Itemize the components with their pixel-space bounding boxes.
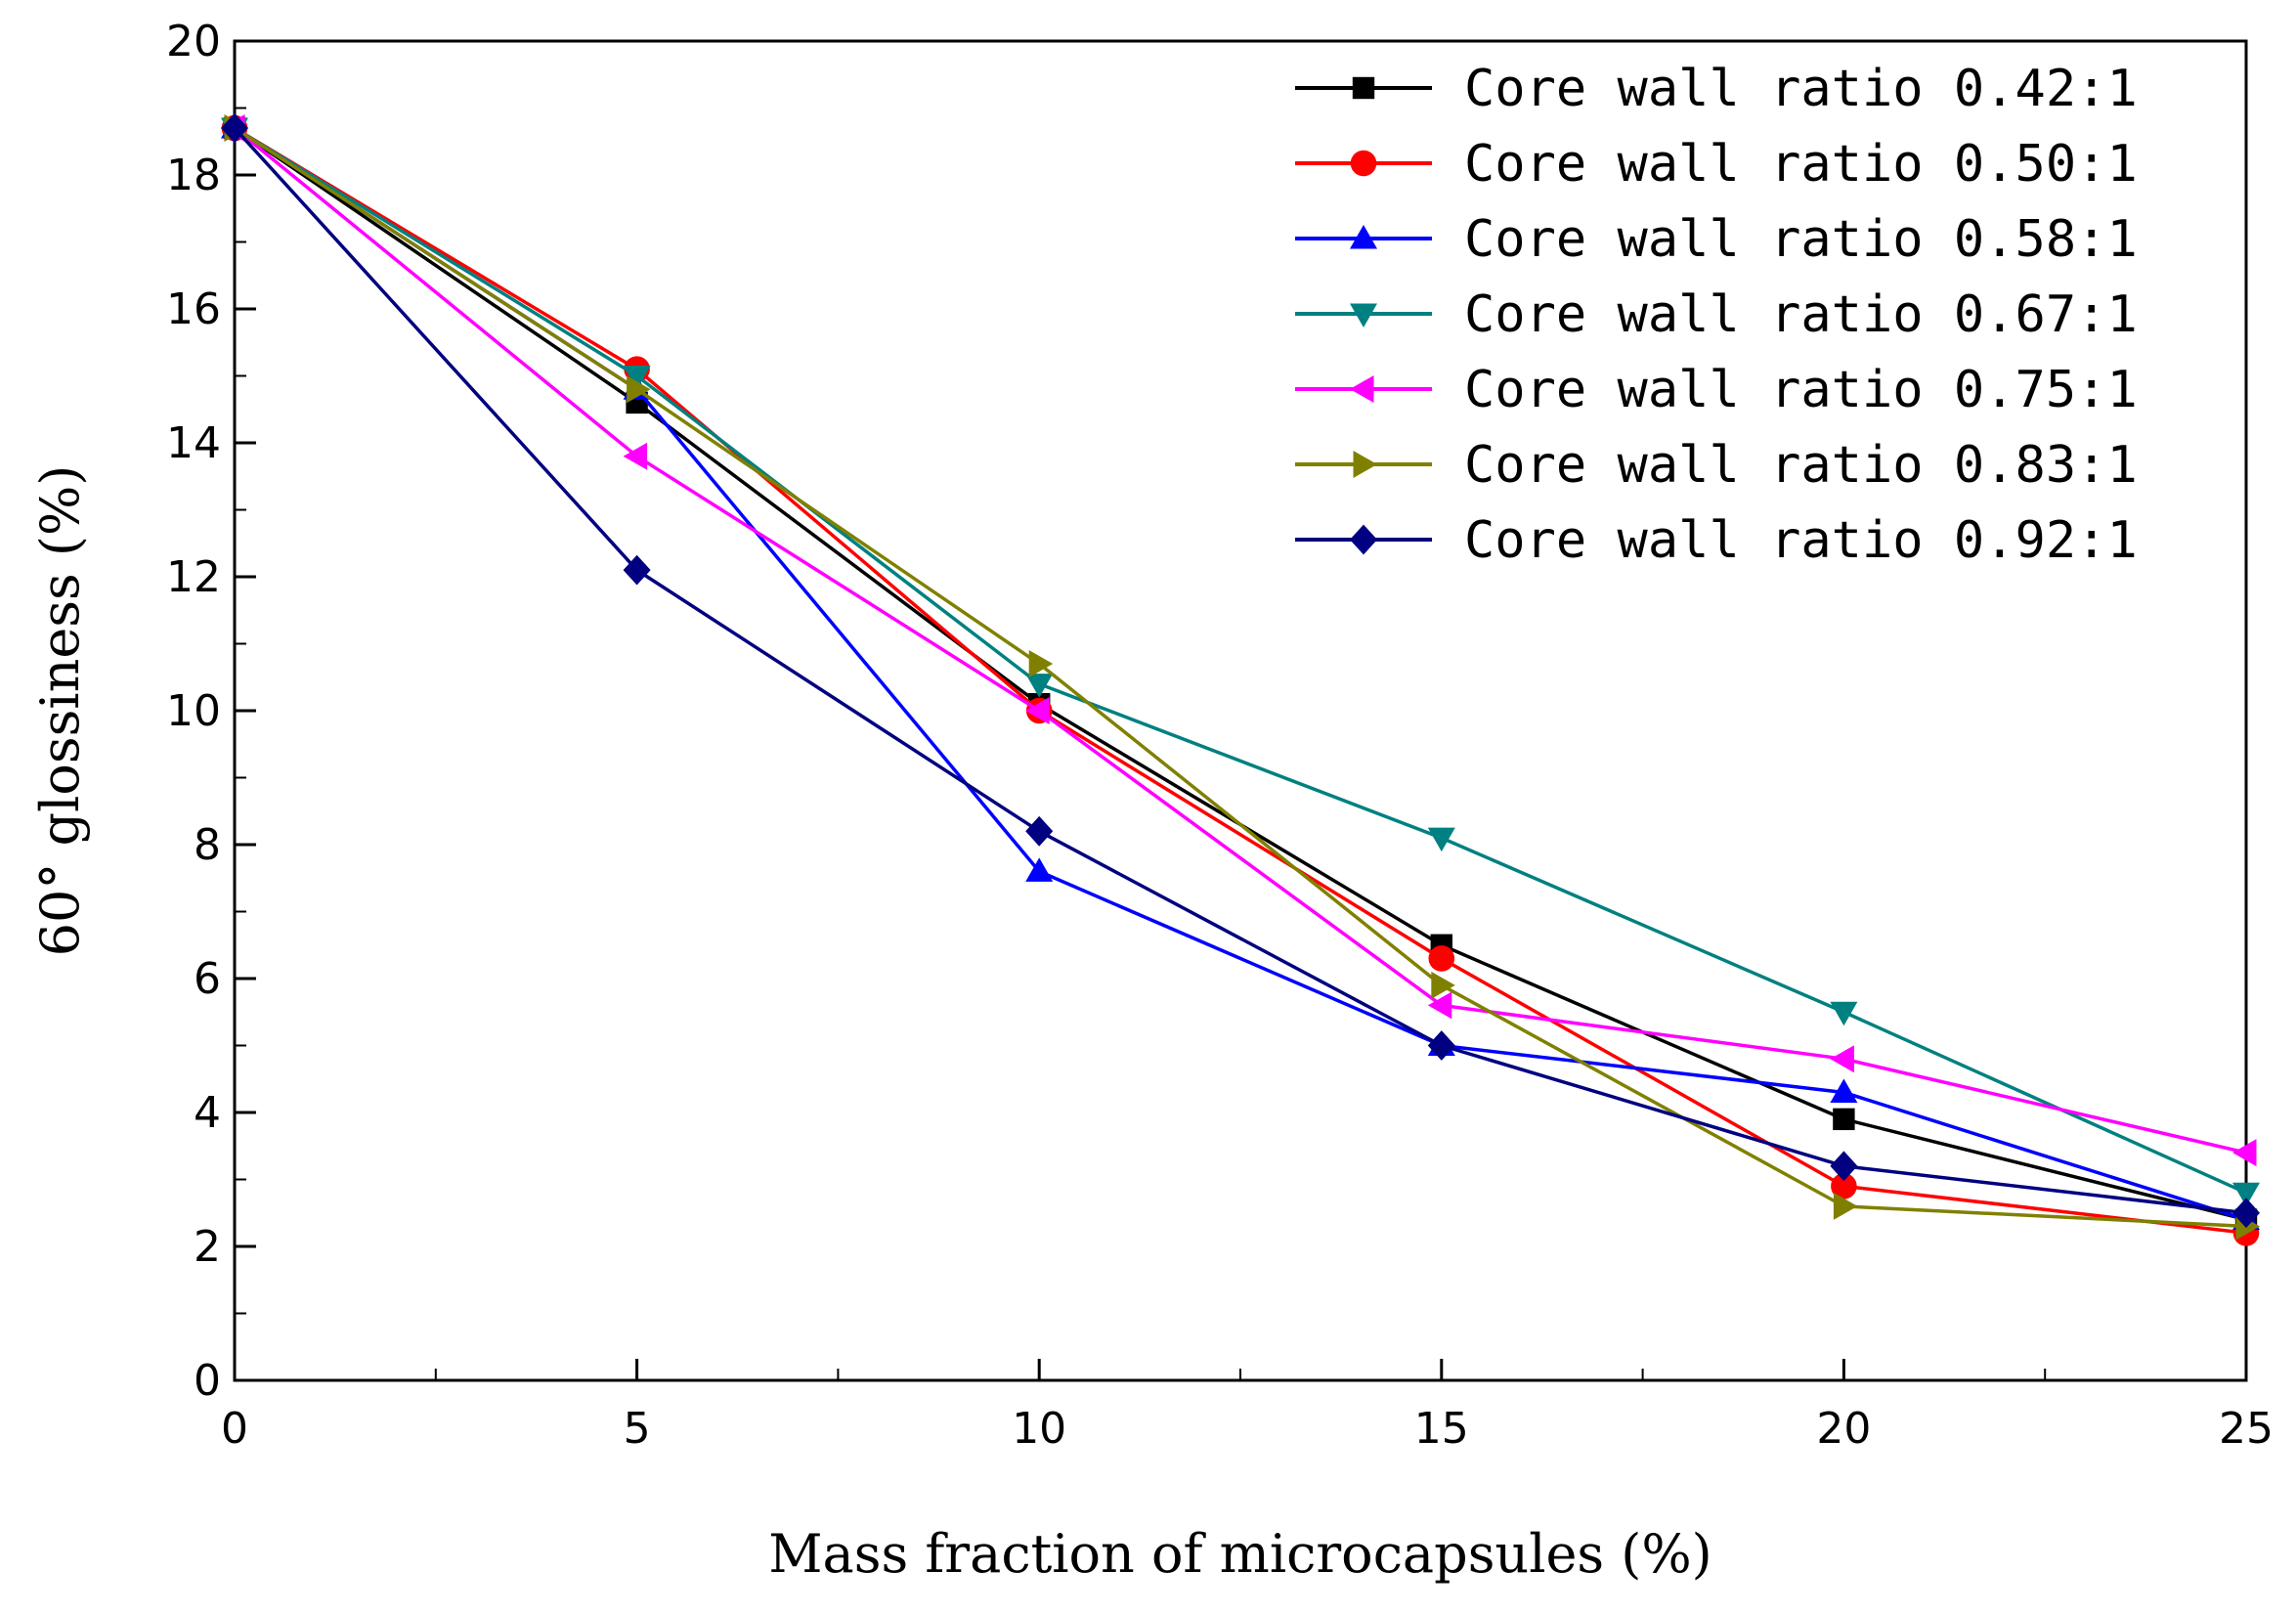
data-point <box>1427 991 1452 1020</box>
data-point <box>1025 697 1050 724</box>
data-point <box>1431 971 1455 999</box>
data-point <box>623 442 648 470</box>
data-point <box>623 554 651 586</box>
data-point <box>1350 375 1374 403</box>
series-line <box>234 126 2247 1236</box>
series-layer <box>221 112 2260 1246</box>
y-tick-label: 18 <box>166 151 221 200</box>
series-4 <box>221 117 2260 1207</box>
data-point <box>1350 524 1377 555</box>
series-5 <box>221 114 2257 1167</box>
legend-label: Core wall ratio 0.75:1 <box>1464 361 2138 419</box>
legend-label: Core wall ratio 0.67:1 <box>1464 285 2138 344</box>
x-axis-title: Mass fraction of microcapsules (%) <box>768 1523 1712 1585</box>
y-tick-label: 10 <box>166 686 221 736</box>
legend-item: Core wall ratio 0.83:1 <box>1295 436 2138 495</box>
legend-label: Core wall ratio 0.92:1 <box>1464 511 2138 570</box>
data-point <box>1428 945 1455 972</box>
legend-item: Core wall ratio 0.58:1 <box>1295 210 2138 269</box>
legend-label: Core wall ratio 0.50:1 <box>1464 135 2138 194</box>
legend-item: Core wall ratio 0.75:1 <box>1295 361 2138 419</box>
data-point <box>1427 1030 1455 1061</box>
data-point <box>1833 1192 1858 1220</box>
y-tick-label: 20 <box>166 17 221 66</box>
legend-label: Core wall ratio 0.83:1 <box>1464 436 2138 495</box>
y-tick-label: 8 <box>194 820 221 870</box>
data-point <box>1830 1151 1858 1182</box>
series-line <box>233 126 2247 1155</box>
y-axis: 0 2 4 6 8 10 12 14 16 18 20 <box>166 17 256 1406</box>
legend-item: Core wall ratio 0.92:1 <box>1295 511 2138 570</box>
legend-label: Core wall ratio 0.58:1 <box>1464 210 2138 269</box>
legend: Core wall ratio 0.42:1 Core wall ratio 0.… <box>1295 60 2138 570</box>
x-tick-label: 5 <box>624 1404 651 1454</box>
y-tick-label: 2 <box>194 1222 221 1272</box>
data-point <box>2232 1182 2260 1207</box>
data-point <box>1025 815 1054 847</box>
legend-label: Core wall ratio 0.42:1 <box>1464 60 2138 118</box>
data-point <box>1427 827 1455 852</box>
legend-item: Core wall ratio 0.50:1 <box>1295 135 2138 194</box>
legend-item: Core wall ratio 0.67:1 <box>1295 285 2138 344</box>
data-point <box>623 366 651 390</box>
data-point <box>1830 1078 1858 1103</box>
data-point <box>1833 1108 1855 1131</box>
data-point <box>221 112 248 144</box>
y-tick-label: 4 <box>194 1088 221 1138</box>
data-point <box>1350 303 1377 327</box>
y-tick-label: 14 <box>166 418 221 468</box>
series-line <box>234 126 2247 1195</box>
data-point <box>1025 674 1054 698</box>
data-point <box>1028 650 1054 678</box>
data-point <box>1831 1173 1857 1199</box>
y-tick-label: 12 <box>166 552 221 602</box>
series-line <box>234 126 2247 1229</box>
x-axis: 0 5 10 15 20 25 <box>221 1359 2274 1454</box>
series-7 <box>221 112 2260 1229</box>
x-tick-label: 20 <box>1816 1404 1871 1454</box>
data-point <box>1352 76 1375 100</box>
data-point <box>1830 1045 1854 1073</box>
y-tick-label: 16 <box>166 284 221 334</box>
data-point <box>1830 1001 1858 1026</box>
x-tick-label: 25 <box>2219 1404 2274 1454</box>
data-point <box>2232 1139 2257 1167</box>
y-axis-title: 60° glossiness (%) <box>29 465 91 957</box>
x-tick-label: 15 <box>1414 1404 1469 1454</box>
y-tick-label: 6 <box>194 954 221 1004</box>
x-tick-label: 0 <box>221 1404 248 1454</box>
data-point <box>1350 225 1377 249</box>
data-point <box>1025 857 1054 882</box>
data-point <box>2232 1198 2260 1229</box>
legend-item: Core wall ratio 0.42:1 <box>1295 60 2138 118</box>
data-point <box>1353 451 1377 478</box>
data-point <box>1350 150 1377 177</box>
plot-frame <box>233 39 2248 1382</box>
data-point <box>627 375 651 404</box>
x-tick-label: 10 <box>1012 1404 1066 1454</box>
series-line <box>233 126 2247 1215</box>
y-tick-label: 0 <box>194 1356 221 1406</box>
